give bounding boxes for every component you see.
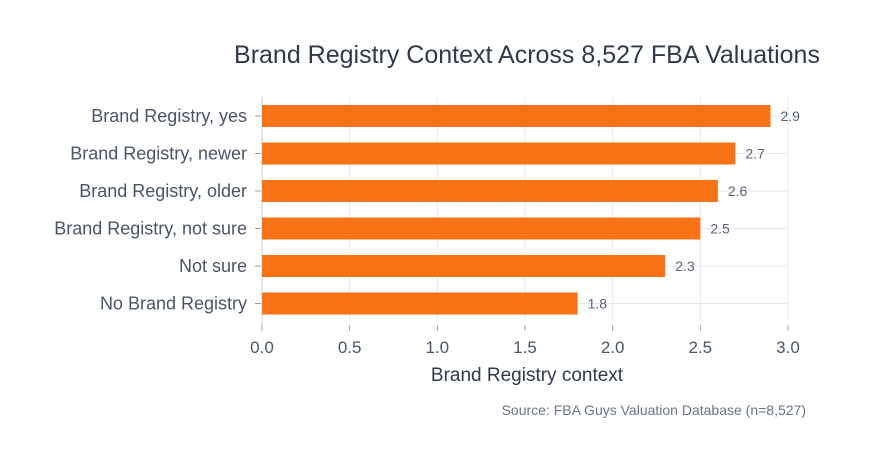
label-layer: Brand Registry, yes 2.9 Brand Registry, ne… — [54, 106, 800, 314]
bar — [262, 105, 771, 127]
grid-layer — [261, 97, 789, 321]
category-label: Brand Registry, not sure — [54, 219, 247, 239]
x-tick-label: 1.0 — [426, 338, 450, 357]
bar — [262, 292, 578, 315]
x-tick-label: 1.5 — [513, 338, 537, 357]
chart-title: Brand Registry Context Across 8,527 FBA … — [234, 41, 820, 69]
category-label: Brand Registry, older — [79, 181, 247, 201]
x-tick-label: 2.0 — [601, 338, 625, 357]
bar — [262, 217, 701, 240]
bar-value-label: 2.3 — [675, 258, 695, 274]
bar — [262, 142, 736, 165]
bar — [262, 180, 718, 202]
axis-layer: 0.0 0.5 1.0 1.5 2.0 2.5 3.0 — [250, 97, 800, 357]
category-label: Not sure — [179, 256, 247, 276]
bar-layer — [262, 105, 771, 315]
x-tick-label: 2.5 — [689, 338, 713, 357]
bar-value-label: 2.9 — [780, 108, 800, 124]
bar — [262, 255, 666, 277]
source-note: Source: FBA Guys Valuation Database (n=8… — [502, 402, 806, 418]
category-label: Brand Registry, newer — [70, 144, 247, 164]
x-tick-label: 0.0 — [250, 338, 274, 357]
x-axis-title: Brand Registry context — [431, 365, 624, 386]
bar-value-label: 2.6 — [728, 183, 748, 199]
category-label: Brand Registry, yes — [91, 106, 247, 126]
x-tick-label: 0.5 — [338, 338, 362, 357]
bar-value-label: 1.8 — [588, 296, 608, 312]
bar-value-label: 2.7 — [745, 146, 765, 162]
bar-value-label: 2.5 — [710, 221, 730, 237]
x-tick-label: 3.0 — [776, 338, 800, 357]
category-label: No Brand Registry — [100, 294, 247, 314]
